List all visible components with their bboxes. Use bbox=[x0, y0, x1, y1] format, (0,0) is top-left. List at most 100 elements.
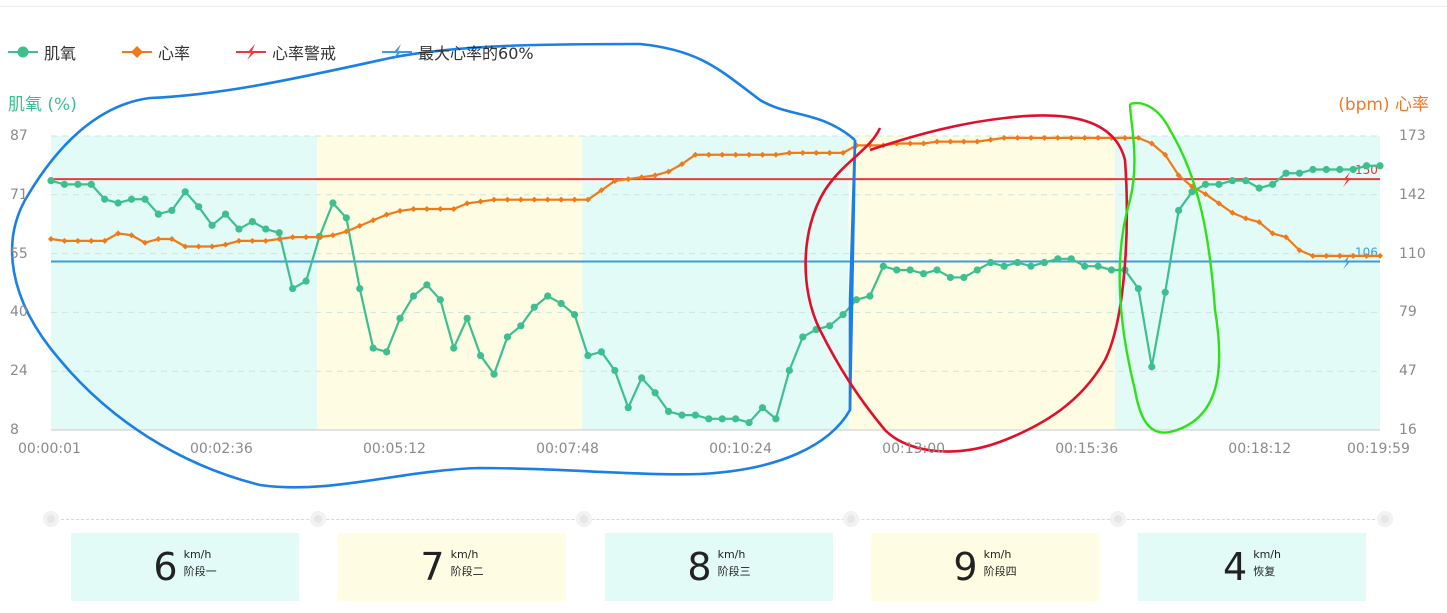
data-point bbox=[1296, 247, 1303, 254]
data-point bbox=[74, 237, 81, 244]
stage-card[interactable]: 8 km/h 阶段三 bbox=[605, 533, 833, 601]
data-point bbox=[383, 348, 391, 356]
data-point bbox=[651, 389, 659, 397]
series-line bbox=[50, 136, 1380, 257]
data-point bbox=[839, 311, 847, 319]
data-point bbox=[356, 284, 364, 293]
data-point bbox=[1269, 180, 1277, 188]
data-point bbox=[772, 415, 780, 423]
stage-name: 阶段二 bbox=[450, 565, 484, 578]
data-point bbox=[87, 180, 95, 188]
data-point bbox=[168, 206, 176, 215]
data-point bbox=[74, 180, 82, 188]
data-point bbox=[934, 138, 940, 145]
data-point bbox=[383, 211, 390, 218]
y-tick-label: 24 bbox=[10, 363, 28, 380]
data-point bbox=[933, 266, 941, 274]
data-point bbox=[1095, 134, 1102, 141]
data-point bbox=[759, 151, 766, 158]
stage-unit: km/h bbox=[183, 548, 212, 561]
data-point bbox=[665, 168, 672, 175]
stage-band bbox=[582, 136, 849, 430]
data-point bbox=[1041, 134, 1048, 141]
data-point bbox=[1363, 252, 1370, 259]
stage-card[interactable]: 6 km/h 阶段一 bbox=[71, 533, 299, 601]
stage-unit: km/h bbox=[450, 548, 479, 561]
legend-item-hr-alert[interactable]: 心率警戒 bbox=[236, 40, 336, 64]
data-point bbox=[879, 262, 887, 270]
data-point bbox=[60, 180, 69, 188]
data-point bbox=[1349, 165, 1357, 174]
stage-name: 阶段一 bbox=[183, 565, 217, 578]
data-point bbox=[906, 266, 914, 274]
stage-card[interactable]: 7 km/h 阶段二 bbox=[338, 533, 566, 601]
y-tick-label: 173 bbox=[1399, 128, 1426, 144]
data-point bbox=[987, 258, 995, 267]
data-point bbox=[423, 281, 431, 289]
data-point bbox=[1081, 134, 1088, 141]
data-point bbox=[329, 232, 336, 239]
stage-unit: km/h bbox=[1253, 548, 1281, 561]
data-point bbox=[503, 333, 512, 341]
data-point bbox=[1000, 262, 1008, 270]
blue-annotation-divider bbox=[848, 139, 857, 411]
data-point bbox=[464, 200, 471, 207]
legend-item-oxygen[interactable]: 肌氧 bbox=[8, 40, 76, 64]
data-point bbox=[947, 138, 954, 145]
data-point bbox=[974, 138, 981, 145]
data-point bbox=[919, 270, 928, 278]
y-tick-label: 142 bbox=[1399, 186, 1426, 203]
blue-bolt-icon bbox=[382, 44, 413, 60]
data-point bbox=[195, 243, 202, 250]
x-tick-label: 00:07:48 bbox=[536, 441, 599, 457]
data-point bbox=[1148, 140, 1155, 147]
data-point bbox=[705, 151, 712, 158]
data-point bbox=[369, 344, 377, 352]
data-point bbox=[1282, 169, 1290, 177]
data-point bbox=[1242, 215, 1249, 222]
data-point bbox=[276, 235, 283, 242]
data-point bbox=[1135, 134, 1142, 141]
stage-unit: km/h bbox=[983, 548, 1012, 561]
data-point bbox=[1215, 180, 1223, 188]
data-point bbox=[826, 322, 834, 330]
data-point bbox=[866, 292, 874, 300]
data-point bbox=[1376, 162, 1384, 170]
data-point bbox=[61, 237, 68, 244]
stage-bands bbox=[51, 136, 1380, 430]
red-bolt-icon bbox=[236, 44, 267, 60]
legend-label: 心率 bbox=[158, 44, 191, 63]
stage-name: 阶段三 bbox=[717, 565, 751, 578]
data-point bbox=[1295, 169, 1304, 177]
y-tick-label: 8 bbox=[10, 422, 19, 438]
stage-card[interactable]: 9 km/h 阶段四 bbox=[871, 533, 1099, 601]
data-point bbox=[249, 237, 256, 244]
bolt-icon bbox=[1343, 254, 1351, 270]
data-point bbox=[208, 221, 216, 229]
data-point bbox=[946, 273, 955, 282]
stage-info: km/h 阶段三 bbox=[718, 546, 751, 580]
circle-marker-icon bbox=[8, 46, 38, 58]
stage-info: km/h 阶段二 bbox=[451, 546, 484, 580]
data-point bbox=[907, 140, 914, 147]
data-point bbox=[1107, 266, 1116, 274]
data-point bbox=[289, 284, 297, 293]
data-point bbox=[262, 225, 270, 233]
data-point bbox=[235, 237, 242, 244]
data-point bbox=[423, 206, 430, 213]
stage-card[interactable]: 4 km/h 恢复 bbox=[1138, 533, 1366, 601]
data-point bbox=[799, 149, 806, 156]
data-point bbox=[114, 199, 122, 207]
data-point bbox=[624, 404, 632, 412]
legend-item-hr-60pct[interactable]: 最大心率的60% bbox=[382, 40, 534, 64]
data-point bbox=[692, 151, 699, 158]
data-point bbox=[571, 196, 578, 203]
data-point bbox=[785, 366, 793, 375]
data-point bbox=[1215, 200, 1222, 207]
data-point bbox=[584, 196, 591, 203]
data-point bbox=[88, 237, 95, 244]
legend-item-heart-rate[interactable]: 心率 bbox=[122, 40, 190, 64]
data-point bbox=[1081, 262, 1089, 270]
data-point bbox=[1188, 188, 1196, 196]
bolt-icon bbox=[1343, 172, 1351, 188]
